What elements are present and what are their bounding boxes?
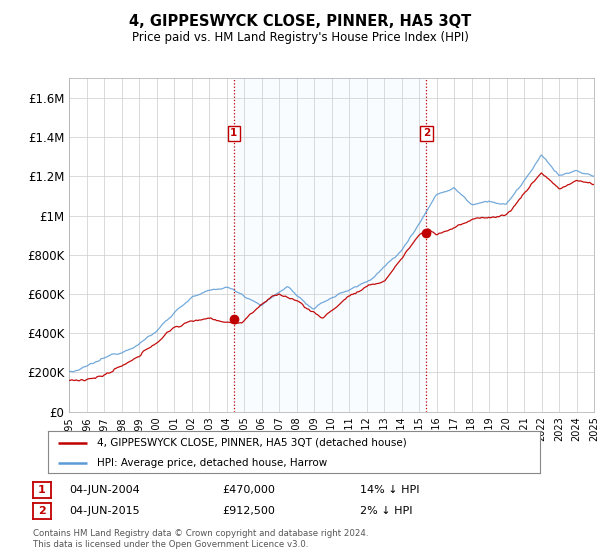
Text: 2% ↓ HPI: 2% ↓ HPI — [360, 506, 413, 516]
Text: 04-JUN-2004: 04-JUN-2004 — [69, 485, 140, 495]
Text: 04-JUN-2015: 04-JUN-2015 — [69, 506, 140, 516]
Text: 2: 2 — [38, 506, 46, 516]
Text: 1: 1 — [38, 485, 46, 495]
Text: 14% ↓ HPI: 14% ↓ HPI — [360, 485, 419, 495]
Text: HPI: Average price, detached house, Harrow: HPI: Average price, detached house, Harr… — [97, 458, 328, 468]
Text: 4, GIPPESWYCK CLOSE, PINNER, HA5 3QT: 4, GIPPESWYCK CLOSE, PINNER, HA5 3QT — [129, 14, 471, 29]
Text: £470,000: £470,000 — [222, 485, 275, 495]
Text: 1: 1 — [230, 128, 238, 138]
Text: Contains HM Land Registry data © Crown copyright and database right 2024.
This d: Contains HM Land Registry data © Crown c… — [33, 529, 368, 549]
Text: £912,500: £912,500 — [222, 506, 275, 516]
Text: 2: 2 — [423, 128, 430, 138]
Text: Price paid vs. HM Land Registry's House Price Index (HPI): Price paid vs. HM Land Registry's House … — [131, 31, 469, 44]
Bar — [234, 78, 427, 412]
Text: 4, GIPPESWYCK CLOSE, PINNER, HA5 3QT (detached house): 4, GIPPESWYCK CLOSE, PINNER, HA5 3QT (de… — [97, 438, 407, 448]
